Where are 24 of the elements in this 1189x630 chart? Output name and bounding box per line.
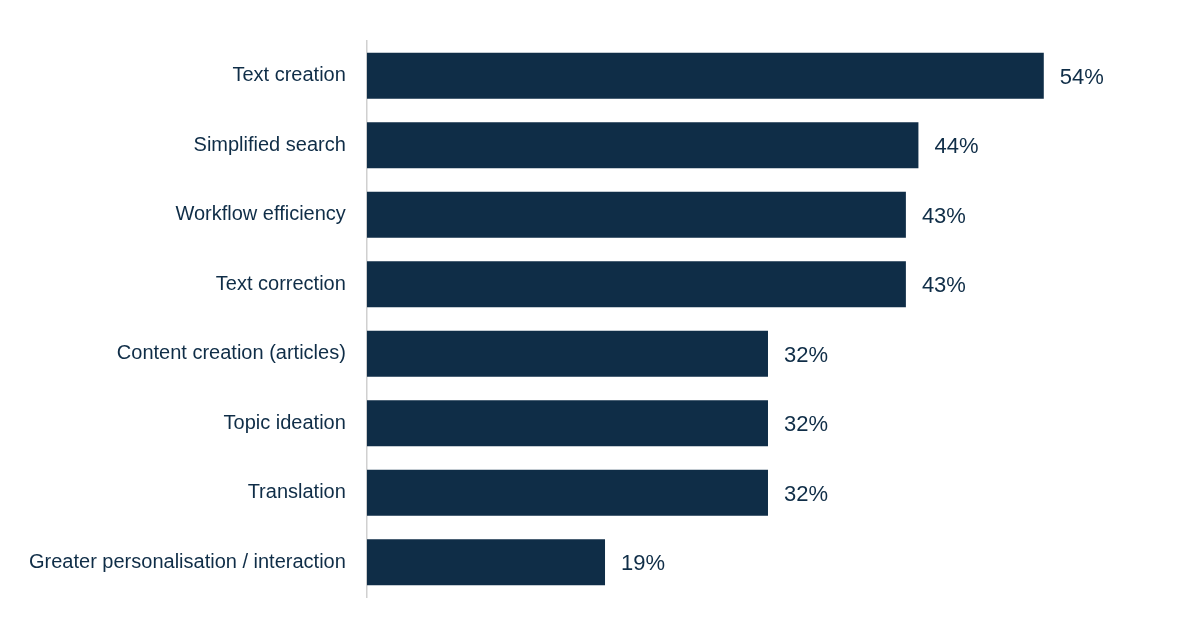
y-tick-label: Text creation [232,63,346,86]
y-tick-label: Greater personalisation / interaction [28,549,346,572]
data-label: 43% [921,272,966,298]
data-label: 44% [934,133,979,159]
y-tick-label: Text correction [215,271,346,294]
bar [366,261,906,308]
data-label: 32% [783,411,829,437]
data-label: 54% [1059,63,1104,89]
data-label: 19% [621,550,666,576]
bar [366,539,606,586]
bar [366,191,906,238]
data-label: 32% [783,480,829,506]
y-tick-label: Content creation (articles) [116,341,346,364]
data-label: 32% [783,341,829,367]
bar [366,330,768,377]
bar [366,52,1044,99]
bar [366,469,768,516]
y-tick-label: Translation [247,480,346,503]
data-label: 43% [921,202,966,228]
y-tick-label: Topic ideation [223,410,346,433]
y-tick-label: Workflow efficiency [175,202,346,225]
bar [366,400,768,447]
bar [366,122,919,169]
y-tick-label: Simplified search [193,132,346,155]
